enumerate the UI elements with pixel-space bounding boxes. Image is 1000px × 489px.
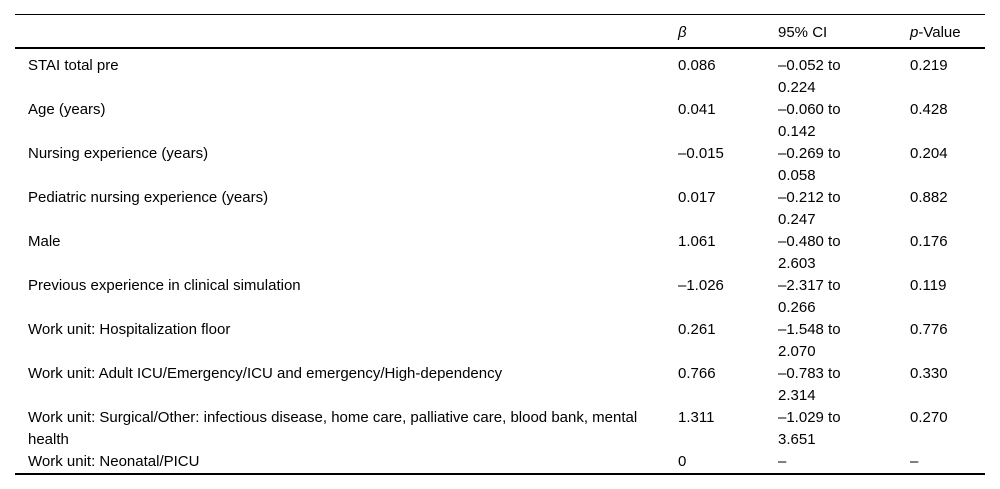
ci-line1: –0.060 to [778, 101, 841, 118]
ci-line1: –0.052 to [778, 57, 841, 74]
ci-value: –0.783 to 2.314 [778, 363, 910, 407]
p-value: 0.219 [910, 57, 948, 74]
p-value: 0.428 [910, 101, 948, 118]
row-label: Work unit: Hospitalization floor [28, 321, 231, 338]
table-row: Previous experience in clinical simulati… [15, 275, 985, 319]
col-header-beta: β [678, 15, 778, 49]
row-label: Nursing experience (years) [28, 145, 209, 162]
ci-line2: 0.224 [778, 79, 816, 96]
p-value: 0.776 [910, 321, 948, 338]
col-header-empty [15, 15, 678, 49]
ci-line1: –1.029 to [778, 409, 841, 426]
table-row: Age (years) 0.041 –0.060 to 0.142 0.428 [15, 99, 985, 143]
ci-line1: –1.548 to [778, 321, 841, 338]
beta-value: 0.261 [678, 321, 716, 338]
ci-value: –0.052 to 0.224 [778, 48, 910, 99]
beta-value: –0.015 [678, 145, 724, 162]
ci-value: – [778, 451, 910, 474]
beta-value: 0.766 [678, 365, 716, 382]
beta-value: 1.311 [678, 409, 715, 426]
ci-line1: –0.212 to [778, 189, 841, 206]
ci-line2: 2.070 [778, 343, 816, 360]
ci-line1: –0.480 to [778, 233, 841, 250]
p-value: 0.330 [910, 365, 948, 382]
beta-value: 0.041 [678, 101, 716, 118]
ci-value: –1.029 to 3.651 [778, 407, 910, 451]
row-label: Work unit: Neonatal/PICU [28, 453, 200, 470]
ci-value: –2.317 to 0.266 [778, 275, 910, 319]
ci-value: –1.548 to 2.070 [778, 319, 910, 363]
table-row: Nursing experience (years) –0.015 –0.269… [15, 143, 985, 187]
p-symbol: p [910, 24, 919, 41]
ci-line1: –2.317 to [778, 277, 841, 294]
table-row: Work unit: Hospitalization floor 0.261 –… [15, 319, 985, 363]
beta-value: 1.061 [678, 233, 716, 250]
ci-line1: –0.783 to [778, 365, 841, 382]
ci-line1: – [778, 453, 787, 470]
ci-line2: 3.651 [778, 431, 816, 448]
p-value: 0.882 [910, 189, 948, 206]
beta-value: –1.026 [678, 277, 724, 294]
row-label: STAI total pre [28, 57, 119, 74]
table-row: STAI total pre 0.086 –0.052 to 0.224 0.21… [15, 48, 985, 99]
row-label: Previous experience in clinical simulati… [28, 277, 301, 294]
ci-value: –0.480 to 2.603 [778, 231, 910, 275]
ci-value: –0.269 to 0.058 [778, 143, 910, 187]
ci-line2: 2.314 [778, 387, 816, 404]
p-value: 0.119 [910, 277, 947, 294]
beta-symbol: β [678, 24, 687, 41]
regression-results-table: β 95% CI p-Value STAI total pre 0.086 –0… [15, 14, 985, 475]
ci-line2: 2.603 [778, 255, 816, 272]
beta-value: 0.086 [678, 57, 716, 74]
col-header-ci: 95% CI [778, 24, 828, 41]
table-row: Male 1.061 –0.480 to 2.603 0.176 [15, 231, 985, 275]
table-row: Work unit: Neonatal/PICU 0 – – [15, 451, 985, 474]
table-body: STAI total pre 0.086 –0.052 to 0.224 0.21… [15, 48, 985, 474]
p-value: – [910, 453, 919, 470]
row-label: Work unit: Adult ICU/Emergency/ICU and e… [28, 365, 503, 382]
table-row: Work unit: Surgical/Other: infectious di… [15, 407, 985, 451]
ci-line2: 0.247 [778, 211, 816, 228]
row-label: Male [28, 233, 61, 250]
ci-line2: 0.142 [778, 123, 816, 140]
beta-value: 0 [678, 453, 687, 470]
ci-line2: 0.058 [778, 167, 816, 184]
row-label: Work unit: Surgical/Other: infectious di… [28, 409, 638, 448]
header-row: β 95% CI p-Value [15, 15, 985, 49]
row-label: Age (years) [28, 101, 106, 118]
ci-line1: –0.269 to [778, 145, 841, 162]
p-value: 0.270 [910, 409, 948, 426]
ci-value: –0.212 to 0.247 [778, 187, 910, 231]
beta-value: 0.017 [678, 189, 716, 206]
table-row: Pediatric nursing experience (years) 0.0… [15, 187, 985, 231]
ci-value: –0.060 to 0.142 [778, 99, 910, 143]
col-header-pvalue: p-Value [910, 15, 985, 49]
p-value: 0.176 [910, 233, 948, 250]
ci-line2: 0.266 [778, 299, 816, 316]
table-header: β 95% CI p-Value [15, 15, 985, 49]
p-suffix: -Value [918, 24, 961, 41]
table-row: Work unit: Adult ICU/Emergency/ICU and e… [15, 363, 985, 407]
row-label: Pediatric nursing experience (years) [28, 189, 269, 206]
p-value: 0.204 [910, 145, 948, 162]
